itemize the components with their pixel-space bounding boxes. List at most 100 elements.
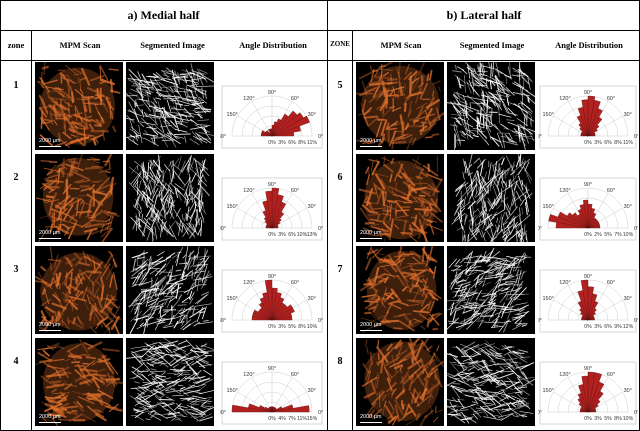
table-border-top xyxy=(0,0,640,1)
radial-tick-label: 7% xyxy=(288,416,296,422)
scale-bar-label: 2000 µm xyxy=(39,230,61,236)
angle-bar xyxy=(555,222,589,229)
angle-label: 60° xyxy=(607,188,615,194)
angle-bar xyxy=(271,124,275,137)
angle-bar xyxy=(271,187,280,229)
angle-label: 120° xyxy=(243,96,254,102)
angle-label: 60° xyxy=(291,280,299,286)
table-divider-middle xyxy=(327,0,328,431)
radial-tick-label: 3% xyxy=(594,324,602,330)
radial-tick-label: 8% xyxy=(298,324,306,330)
radial-tick-label: 3% xyxy=(594,416,602,422)
angle-bar xyxy=(231,404,273,413)
radial-tick-label: 0% xyxy=(584,324,592,330)
angle-bar xyxy=(548,214,589,229)
scale-bar: 2000 µm xyxy=(360,414,382,423)
zone-number: 7 xyxy=(337,264,343,275)
angle-label: 90° xyxy=(268,90,276,96)
radial-tick-label: 0% xyxy=(268,416,276,422)
zone-number: 6 xyxy=(337,172,343,183)
radial-tick-label: 8% xyxy=(298,140,306,146)
angle-label: 60° xyxy=(291,96,299,102)
scale-bar-label: 2000 µm xyxy=(360,322,382,328)
scale-bar: 2000 µm xyxy=(39,230,61,239)
angle-distribution-chart-zone-3: 90° 60° 30° 0° 120° 150° 180° 0%3%5%8%10% xyxy=(215,246,324,334)
angle-bar xyxy=(578,402,589,413)
angle-bar xyxy=(263,217,273,229)
angle-bar xyxy=(579,127,589,137)
angle-label: 60° xyxy=(291,188,299,194)
col-segmented-right: Segmented Image xyxy=(459,40,525,50)
radial-tick-label: 0% xyxy=(268,324,276,330)
mpm-scan-image-zone-4: 2000 µm xyxy=(35,338,123,426)
radial-tick-label: 9% xyxy=(614,324,622,330)
angle-label: 150° xyxy=(543,112,554,118)
angle-label: 30° xyxy=(308,296,316,302)
angle-label: 60° xyxy=(607,372,615,378)
scale-bar: 2000 µm xyxy=(360,230,382,239)
angle-label: 0° xyxy=(634,226,638,232)
angle-distribution-chart-zone-5: 90° 60° 30° 0° 120° 150° 180° 0%3%6%8%11% xyxy=(531,62,639,150)
scale-bar: 2000 µm xyxy=(39,414,61,423)
radial-tick-label: 6% xyxy=(288,140,296,146)
radial-tick-label: 5% xyxy=(288,324,296,330)
angle-bar xyxy=(260,133,273,137)
table-border-left xyxy=(0,0,1,431)
radial-tick-label: 11% xyxy=(623,140,633,146)
scale-bar-line xyxy=(360,237,382,239)
angle-label: 30° xyxy=(624,296,632,302)
radial-tick-label: 0% xyxy=(584,140,592,146)
angle-bar xyxy=(259,297,273,321)
angle-label: 0° xyxy=(318,134,323,140)
angle-distribution-chart-zone-7: 90° 60° 30° 0° 120° 150° 180° 0%3%6%9%12% xyxy=(531,246,639,334)
radial-tick-label: 6% xyxy=(604,324,612,330)
zone-number: 3 xyxy=(13,264,19,275)
angle-label: 60° xyxy=(607,96,615,102)
angle-bar xyxy=(580,134,589,137)
radial-tick-label: 11% xyxy=(307,140,317,146)
angle-distribution-chart-zone-2: 90° 60° 30° 0° 120° 150° 180° 0%3%6%10%13% xyxy=(215,154,324,242)
scale-bar-line xyxy=(39,329,61,331)
radial-tick-label: 0% xyxy=(268,232,276,238)
angle-label: 150° xyxy=(227,112,238,118)
segmented-image-zone-3 xyxy=(126,246,214,334)
scale-bar-label: 2000 µm xyxy=(39,138,61,144)
angle-bar xyxy=(579,410,589,413)
angle-label: 30° xyxy=(308,204,316,210)
header-medial-half: a) Medial half xyxy=(127,8,200,22)
angle-bar xyxy=(271,113,289,137)
radial-tick-label: 8% xyxy=(614,416,622,422)
table-divider-header xyxy=(0,30,640,31)
scale-bar-label: 2000 µm xyxy=(39,414,61,420)
angle-label: 90° xyxy=(584,274,592,280)
zone-number: 5 xyxy=(337,80,343,91)
scale-bar-label: 2000 µm xyxy=(360,230,382,236)
angle-label: 90° xyxy=(268,274,276,280)
scale-bar-line xyxy=(360,329,382,331)
angle-bar xyxy=(271,121,278,137)
angle-label: 30° xyxy=(624,112,632,118)
angle-label: 120° xyxy=(559,280,570,286)
col-zone-right: ZONE xyxy=(330,40,350,48)
angle-label: 150° xyxy=(543,388,554,394)
angle-label: 30° xyxy=(308,388,316,394)
angle-label: 0° xyxy=(634,410,638,416)
radial-tick-label: 5% xyxy=(604,232,612,238)
angle-bar xyxy=(258,302,273,321)
angle-label: 90° xyxy=(584,90,592,96)
angle-label: 90° xyxy=(584,366,592,372)
scale-bar-line xyxy=(360,145,382,147)
angle-bar xyxy=(587,371,596,413)
angle-label: 60° xyxy=(607,280,615,286)
col-zone-left: zone xyxy=(7,40,25,50)
angle-label: 150° xyxy=(543,296,554,302)
table-divider-columns xyxy=(0,60,640,61)
col-angle-right: Angle Distribution xyxy=(555,40,623,50)
angle-label: 0° xyxy=(634,134,638,140)
segmented-image-zone-2 xyxy=(126,154,214,242)
angle-bar xyxy=(580,312,589,321)
angle-label: 120° xyxy=(559,96,570,102)
radial-tick-label: 8% xyxy=(614,140,622,146)
angle-distribution-chart-zone-1: 90° 60° 30° 0° 120° 150° 180° 0%3%6%8%11% xyxy=(215,62,324,150)
zone-number: 4 xyxy=(13,356,19,367)
